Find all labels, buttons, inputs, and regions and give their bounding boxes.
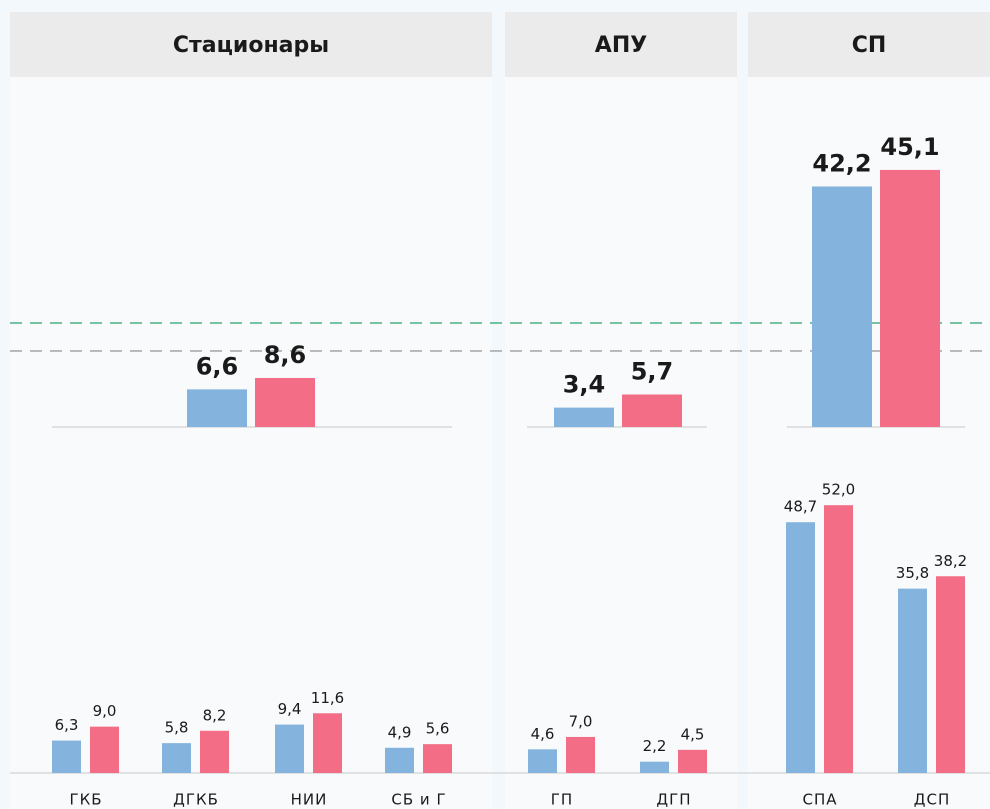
value-label: 9,0 <box>93 702 117 720</box>
summary-value-label: 6,6 <box>196 352 239 380</box>
bar <box>275 724 304 773</box>
panel-title: Стационары <box>173 33 329 58</box>
bar <box>566 736 595 773</box>
value-label: 5,8 <box>165 719 189 737</box>
panel-header <box>505 12 737 77</box>
summary-value-label: 5,7 <box>631 358 674 386</box>
value-label: 11,6 <box>311 689 344 707</box>
bar <box>678 749 707 773</box>
bar <box>898 588 927 773</box>
bar <box>313 713 342 773</box>
x-tick-label: ГП <box>551 791 573 809</box>
bar <box>936 576 965 773</box>
value-label: 9,4 <box>278 700 302 718</box>
x-tick-label: СБ и Г <box>391 791 446 809</box>
value-label: 52,0 <box>822 481 855 499</box>
bar <box>423 744 452 773</box>
bar <box>640 761 669 773</box>
summary-value-label: 8,6 <box>264 341 307 369</box>
value-label: 4,6 <box>531 725 555 743</box>
x-tick-label: ГКБ <box>69 791 102 809</box>
bar <box>200 730 229 773</box>
bar <box>162 743 191 773</box>
bar <box>52 740 81 773</box>
summary-bar <box>622 394 682 427</box>
panel-bg <box>505 12 737 809</box>
x-tick-label: НИИ <box>291 791 328 809</box>
summary-value-label: 42,2 <box>812 149 871 177</box>
value-label: 35,8 <box>896 564 929 582</box>
summary-bar <box>554 407 614 427</box>
bar <box>385 747 414 773</box>
value-label: 7,0 <box>569 712 593 730</box>
value-label: 4,5 <box>681 725 705 743</box>
summary-bar <box>255 377 315 427</box>
value-label: 8,2 <box>203 706 227 724</box>
bar <box>90 726 119 773</box>
panel-header <box>10 12 492 77</box>
value-label: 6,3 <box>55 716 79 734</box>
bar <box>824 505 853 773</box>
bar <box>786 522 815 773</box>
panel-title: СП <box>852 33 887 58</box>
summary-bar <box>880 169 940 427</box>
summary-value-label: 45,1 <box>880 133 939 161</box>
summary-bar <box>187 389 247 427</box>
value-label: 48,7 <box>784 498 817 516</box>
value-label: 2,2 <box>643 737 667 755</box>
summary-value-label: 3,4 <box>563 371 606 399</box>
x-tick-label: СПА <box>802 791 837 809</box>
summary-bar <box>812 186 872 427</box>
panel-header <box>748 12 990 77</box>
x-tick-label: ДГКБ <box>173 791 219 809</box>
value-label: 38,2 <box>934 552 967 570</box>
value-label: 5,6 <box>426 720 450 738</box>
panel-title: АПУ <box>595 33 647 58</box>
panel-bg <box>10 12 492 809</box>
x-tick-label: ДГП <box>656 791 691 809</box>
x-tick-label: ДСП <box>914 791 950 809</box>
value-label: 4,9 <box>388 723 412 741</box>
bar <box>528 749 557 773</box>
